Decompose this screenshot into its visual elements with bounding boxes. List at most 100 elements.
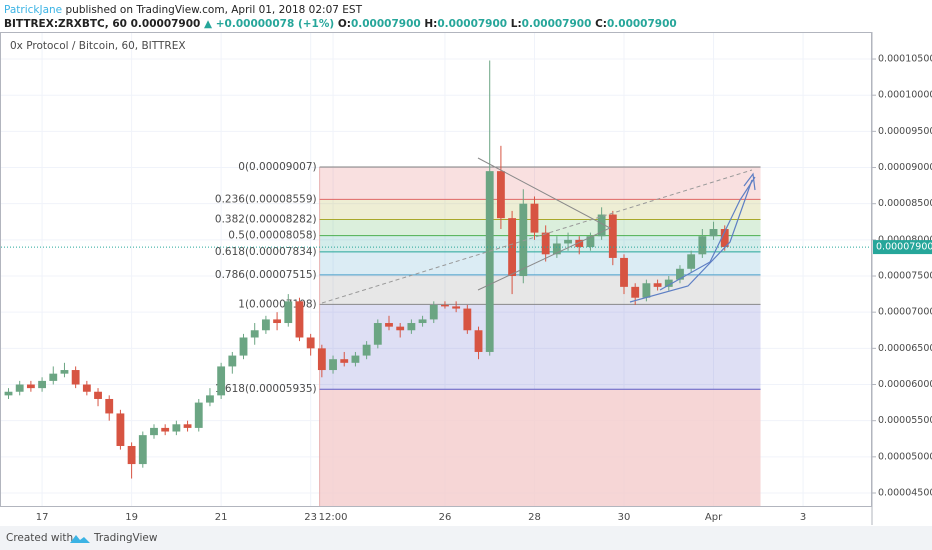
y-tick-label: 0.00010000	[878, 90, 932, 101]
candle-body	[172, 424, 181, 432]
candle-body	[284, 301, 293, 324]
candle-body	[340, 359, 349, 363]
candle-body	[239, 337, 248, 356]
candle-body	[26, 384, 35, 389]
candle-body	[552, 243, 561, 255]
candle-body	[306, 337, 315, 349]
candle-body	[586, 236, 595, 248]
fib-band	[319, 304, 761, 390]
candle-body	[206, 395, 214, 403]
candle-body	[463, 308, 472, 331]
footer-bar	[0, 526, 932, 550]
candle-body	[720, 229, 729, 248]
last-price-box	[873, 240, 932, 255]
candle-body	[183, 424, 192, 428]
logo	[70, 535, 90, 543]
candle-body	[575, 239, 584, 248]
symbol: BITTREX:ZRXBTC, 60	[4, 18, 127, 30]
candle-body	[653, 283, 662, 287]
candle-body	[429, 304, 438, 320]
candle-body	[664, 279, 673, 287]
x-tick-label: 23	[304, 512, 317, 523]
candle-body	[385, 323, 393, 327]
y-tick-label: 0.00006500	[878, 343, 932, 354]
candle-body	[620, 257, 628, 287]
candle-body	[687, 254, 696, 269]
trend-line	[321, 169, 753, 304]
chart-title: 0x Protocol / Bitcoin, 60, BITTREX	[10, 40, 186, 52]
fib-extension-band	[319, 389, 761, 506]
candle-body	[496, 171, 505, 219]
candle-body	[373, 323, 382, 345]
candle-body	[407, 323, 416, 331]
ohlc-key: C:	[595, 18, 607, 30]
fib-band	[319, 274, 761, 305]
candle-body	[161, 427, 170, 432]
fib-band	[319, 167, 761, 200]
candle-body	[127, 445, 136, 465]
y-tick-label: 0.00009500	[878, 126, 932, 137]
candle-body	[642, 283, 651, 298]
candle-body	[295, 301, 304, 338]
author[interactable]: PatrickJane	[4, 4, 62, 16]
x-tick-label: 26	[439, 512, 452, 523]
candle-body	[71, 370, 80, 385]
footer-brand[interactable]: TradingView	[93, 532, 158, 544]
y-tick-label: 0.00008500	[878, 198, 932, 209]
fib-band	[319, 199, 761, 220]
candle-body	[138, 435, 147, 465]
candle-body	[541, 232, 550, 255]
fib-band	[319, 219, 761, 236]
fib-level-label: 1.618(0.00005935)	[215, 383, 317, 395]
candle-body	[564, 239, 572, 244]
fib-level-label: 0.5(0.00008058)	[228, 230, 316, 242]
y-tick-label: 0.00005000	[878, 451, 932, 462]
y-tick-label: 0.00005500	[878, 415, 932, 426]
x-tick-label: Apr	[705, 512, 723, 523]
candle-body	[474, 330, 483, 352]
candle-body	[194, 402, 203, 428]
ohlc-key: O:	[338, 18, 351, 30]
y-tick-label: 0.00007000	[878, 307, 932, 318]
ohlc-value: 0.00007900	[607, 18, 677, 30]
fib-band	[319, 235, 761, 252]
change: ▲ +0.00000078 (+1%)	[204, 18, 334, 30]
ohlc-value: 0.00007900	[437, 18, 507, 30]
candle-body	[329, 359, 337, 371]
x-tick-label: 28	[528, 512, 541, 523]
candle-body	[49, 373, 58, 381]
candle-body	[396, 326, 405, 331]
published: published on TradingView.com, April 01, …	[66, 4, 363, 16]
candle-body	[38, 380, 46, 389]
candle-body	[82, 384, 91, 392]
x-tick-label: 12:00	[319, 512, 348, 523]
y-tick-label: 0.00009000	[878, 162, 932, 173]
x-tick-label: 3	[800, 512, 806, 523]
candle-body	[631, 286, 640, 298]
ohlc-key: H:	[424, 18, 437, 30]
plot-area: 0(0.00009007) 0.236(0.00008559) 0.382(0.00…	[1, 33, 871, 506]
x-tick-label: 21	[215, 512, 228, 523]
header-line: PatrickJane published on TradingView.com…	[4, 4, 363, 16]
candle-body	[709, 229, 718, 237]
candle-body	[273, 319, 282, 324]
candle-body	[608, 214, 617, 258]
y-tick-label: 0.00010500	[878, 54, 932, 65]
candle-body	[228, 355, 237, 367]
fib-level-label: 1(0.00007108)	[238, 298, 316, 310]
drawings	[321, 157, 756, 304]
candle-body	[452, 306, 461, 309]
candle-body	[676, 268, 684, 280]
ohlc-value: 0.00007900	[351, 18, 421, 30]
candle-body	[508, 218, 517, 277]
ohlc-value: 0.00007900	[522, 18, 592, 30]
y-tick-label: 0.00007500	[878, 271, 932, 282]
candle-body	[530, 203, 539, 233]
fib-level-label: 0.236(0.00008559)	[215, 193, 317, 205]
y-tick-label: 0.00008000	[878, 234, 932, 245]
x-tick-label: 30	[618, 512, 631, 523]
candle-body	[250, 330, 259, 338]
candle-body	[15, 384, 24, 392]
